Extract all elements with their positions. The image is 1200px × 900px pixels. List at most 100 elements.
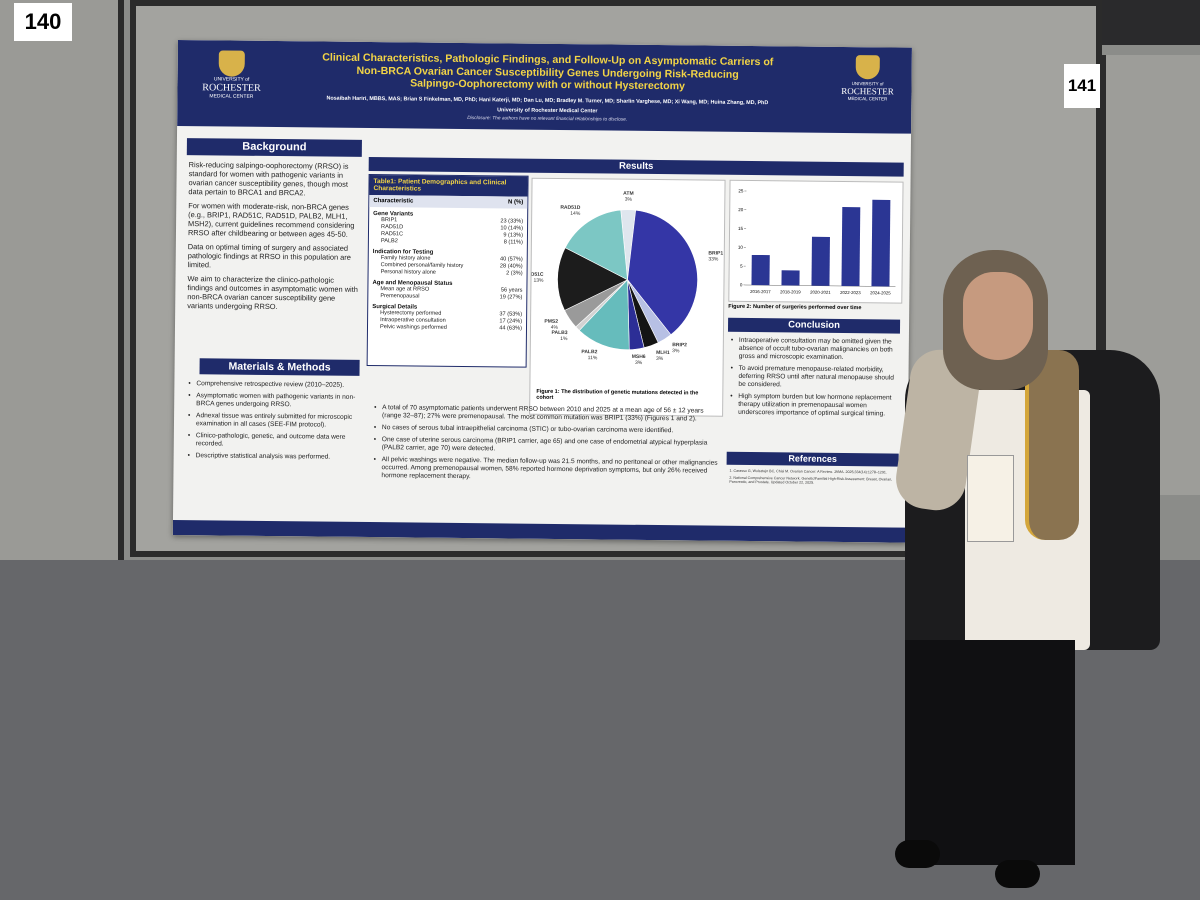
bullet: All pelvic washings were negative. The m…	[373, 456, 718, 484]
table-cell: Premenopausal	[380, 293, 420, 300]
slice-value: 11%	[588, 355, 598, 361]
logo-text: MEDICAL CENTER	[209, 93, 254, 100]
section-heading: Materials & Methods	[199, 358, 360, 376]
table-row: Pelvic washings performed 44 (63%)	[372, 324, 522, 333]
bar-chart: 0 5 10 15 20 25 2016-2017 2018-2019 2020-2021 202…	[738, 188, 896, 295]
bullet: Descriptive statistical analysis was per…	[188, 452, 358, 462]
slice-label: MSH6	[632, 354, 646, 360]
poster-title: Clinical Characteristics, Pathologic Fin…	[272, 51, 822, 94]
figure-caption: Figure 1: The distribution of genetic mu…	[536, 388, 699, 401]
bullet: A total of 70 asymptomatic patients unde…	[374, 404, 719, 424]
trousers	[905, 640, 1075, 865]
pie-slice	[627, 209, 698, 336]
slice-label: PALB3	[551, 330, 567, 336]
scarf	[1025, 350, 1079, 540]
bullet: Clinico-pathologic, genetic, and outcome…	[188, 432, 358, 450]
bullet: Asymptomatic women with pathogenic varia…	[188, 392, 358, 410]
background-text: Risk-reducing salpingo-oophorectomy (RRS…	[187, 160, 361, 317]
slice-label: ATM	[623, 191, 634, 197]
paragraph: For women with moderate-risk, non-BRCA g…	[187, 201, 355, 239]
pie-slice	[557, 247, 629, 311]
slice-value: 3%	[656, 356, 664, 362]
badge	[967, 455, 1014, 542]
bar	[811, 236, 830, 286]
axis	[745, 284, 896, 287]
paragraph: Data on optimal timing of surgery and as…	[187, 242, 351, 270]
bullet: One case of uterine serous carcinoma (BR…	[374, 436, 719, 456]
slice-value: 14%	[570, 211, 581, 217]
section-heading: Background	[186, 138, 362, 157]
booth-number: 141	[1064, 64, 1100, 108]
slice-value: 3%	[672, 348, 680, 354]
pie-slice	[564, 209, 628, 281]
presenter	[875, 250, 1165, 890]
shoe	[895, 840, 940, 868]
references-list: 1. Carasso G, Wolsztejn BC, Chisi M. Ova…	[729, 469, 897, 488]
table-body: Gene Variants BRIP1 23 (33%) RAD51D 10 (14%)…	[368, 211, 527, 333]
table-cell: Pelvic washings performed	[379, 324, 447, 331]
slice-label: PMS2	[544, 319, 558, 325]
figure-2: 0 5 10 15 20 25 2016-2017 2018-2019 2020-2021 202…	[728, 179, 904, 304]
table-cell: Personal history alone	[380, 269, 436, 276]
logo: UNIVERSITY of ROCHESTER MEDICAL CENTER	[191, 50, 272, 100]
slice-label: MLH1	[656, 350, 670, 356]
slice-value: 33%	[708, 256, 719, 262]
logo-text: ROCHESTER	[202, 82, 261, 94]
slice-value: 13%	[533, 278, 544, 284]
bar	[781, 270, 800, 286]
booth-number: 140	[14, 3, 72, 41]
bullet: Comprehensive retrospective review (2010…	[188, 380, 358, 390]
table-cell: 2 (3%)	[506, 270, 523, 277]
bar	[871, 199, 891, 287]
paragraph: Risk-reducing salpingo-oophorectomy (RRS…	[188, 160, 349, 198]
y-tick-label: 25	[738, 188, 744, 193]
section-heading: References	[726, 451, 899, 467]
y-tick-label: 5	[740, 264, 743, 269]
x-tick-label: 2016-2017	[750, 289, 771, 294]
slice-label: PALB2	[581, 349, 597, 355]
bullet: Adnexal tissue was entirely submitted fo…	[188, 412, 358, 430]
bar	[841, 207, 861, 287]
bullet: Intraoperative consultation may be omitt…	[731, 337, 899, 363]
table-header-cell: N (%)	[507, 199, 524, 206]
x-tick-label: 2020-2021	[810, 290, 831, 295]
slice-value: 3%	[635, 360, 643, 366]
logo-shield	[218, 50, 245, 77]
slice-value: 1%	[560, 336, 568, 342]
conclusion-list: Intraoperative consultation may be omitt…	[730, 337, 899, 423]
logo-text: MEDICAL CENTER	[847, 96, 888, 102]
poster: UNIVERSITY of ROCHESTER MEDICAL CENTER U…	[172, 40, 912, 543]
bullet: No cases of serous tubal intraepithelial…	[374, 424, 719, 436]
left-board	[0, 0, 124, 560]
reference: 2. National Comprehensive Cancer Network…	[729, 475, 893, 485]
x-tick-label: 2022-2023	[840, 290, 861, 295]
table-cell: 8 (11%)	[503, 239, 523, 246]
slice-label: RAD51D	[560, 205, 580, 211]
y-tick-label: 20	[738, 207, 744, 212]
bullet: High symptom burden but low hormone repl…	[730, 393, 898, 419]
slice-value: 3%	[625, 197, 633, 203]
results-list: A total of 70 asymptomatic patients unde…	[373, 404, 719, 488]
table-cell: 19 (27%)	[499, 294, 523, 301]
table-cell: PALB2	[380, 238, 398, 245]
paragraph: We aim to characterize the clinico-patho…	[187, 274, 358, 312]
shoe	[995, 860, 1040, 888]
slice-label: RAD51C	[530, 272, 544, 278]
pie-chart: ATM3%BRIP133%BRIP23%MLH13%MSH63%PALB211%…	[524, 191, 724, 366]
x-tick-label: 2018-2019	[780, 289, 801, 294]
table-header-cell: Characteristic	[373, 198, 414, 205]
table-caption: Table1: Patient Demographics and Clinica…	[369, 175, 528, 197]
figure-1: ATM 3% BRIP1 33% BRIP2 3% MLH1 3% MSH6 3% PALB2 11%…	[524, 177, 726, 417]
y-tick-label: 0	[740, 282, 743, 287]
logo-shield	[855, 55, 880, 80]
x-tick-label: 2024-2025	[870, 290, 891, 295]
bullet: To avoid premature menopause-related mor…	[730, 365, 898, 391]
y-tick-label: 10	[738, 245, 744, 250]
bar	[751, 254, 770, 286]
table: Table1: Patient Demographics and Clinica…	[366, 174, 529, 368]
table-cell: 44 (63%)	[499, 325, 523, 332]
face	[963, 272, 1033, 360]
table-row: Premenopausal 19 (27%)	[372, 293, 522, 302]
table-row: PALB2 8 (11%)	[373, 238, 523, 247]
